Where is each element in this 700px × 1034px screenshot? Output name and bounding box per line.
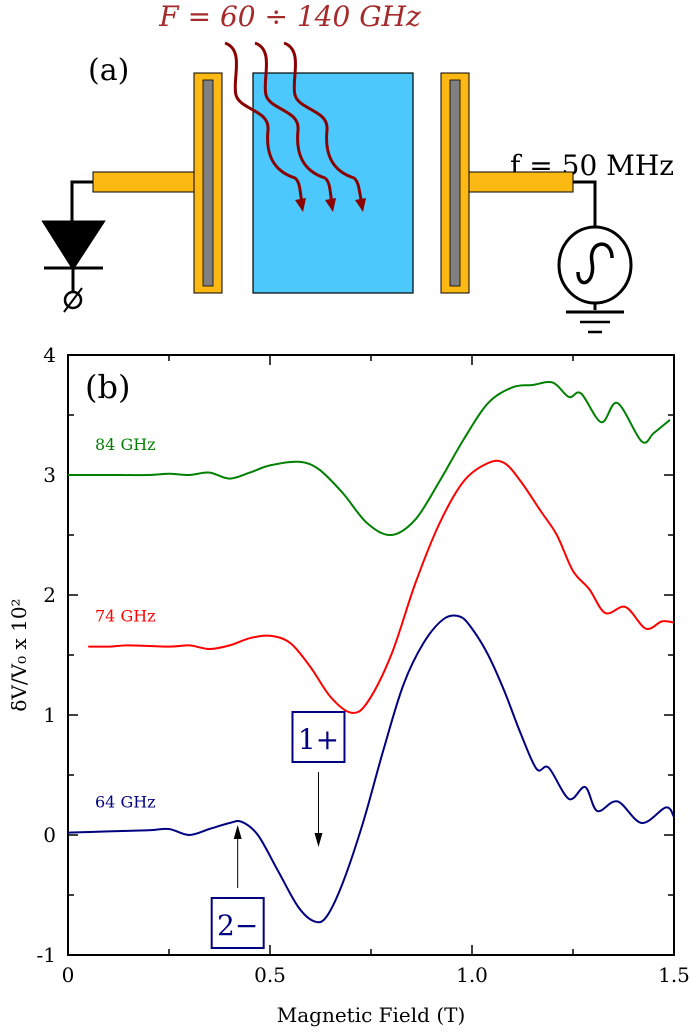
microwave-arrow <box>254 41 334 206</box>
series-line <box>67 381 671 537</box>
x-axis-label: Magnetic Field (T) <box>277 1003 466 1027</box>
arrowhead <box>355 198 366 212</box>
plot-frame <box>67 354 675 956</box>
panel-label-b: (b) <box>85 368 130 406</box>
microwave-label: F = 60 ÷ 140 GHz <box>158 0 421 33</box>
diode-detector-icon <box>41 180 106 313</box>
arrowhead <box>233 825 242 839</box>
series-label: 84 GHz <box>95 435 156 454</box>
y-tick-label: 2 <box>43 583 56 607</box>
series-line <box>67 614 675 924</box>
series-line <box>88 459 675 714</box>
microwave-arrow <box>224 41 304 206</box>
arrowhead <box>325 198 336 212</box>
rf-generator-icon <box>557 180 633 334</box>
left-electrode-core <box>202 79 214 287</box>
microwave-arrows <box>224 41 364 206</box>
y-tick-label: 4 <box>43 343 56 367</box>
panel-label-a: (a) <box>88 53 129 88</box>
x-tick-label: 0.5 <box>254 963 286 987</box>
schematic: F = 60 ÷ 140 GHz (a) f = 50 MHz <box>41 0 674 334</box>
arrowhead <box>314 833 323 847</box>
annotation-box <box>291 711 346 763</box>
annotation-box <box>210 897 265 949</box>
left-electrode-arm <box>92 171 196 193</box>
y-tick-label: 0 <box>43 823 56 847</box>
x-tick-label: 0 <box>62 963 75 987</box>
y-axis-label: δV/V₀ x 10² <box>7 598 31 711</box>
x-tick-label: 1.0 <box>456 963 488 987</box>
x-tick-label: 1.5 <box>658 963 690 987</box>
series-label: 64 GHz <box>95 793 156 812</box>
microwave-arrow <box>283 41 364 206</box>
y-tick-label: 3 <box>43 463 56 487</box>
annotation-label: 1+ <box>298 723 339 756</box>
sample <box>252 72 414 294</box>
annotation-label: 2− <box>217 909 258 942</box>
right-electrode-arm <box>467 171 574 193</box>
y-tick-label: -1 <box>37 943 56 967</box>
right-electrode-core <box>449 79 461 287</box>
arrowhead <box>295 198 306 212</box>
y-tick-label: 1 <box>43 703 56 727</box>
series-label: 74 GHz <box>95 607 156 626</box>
